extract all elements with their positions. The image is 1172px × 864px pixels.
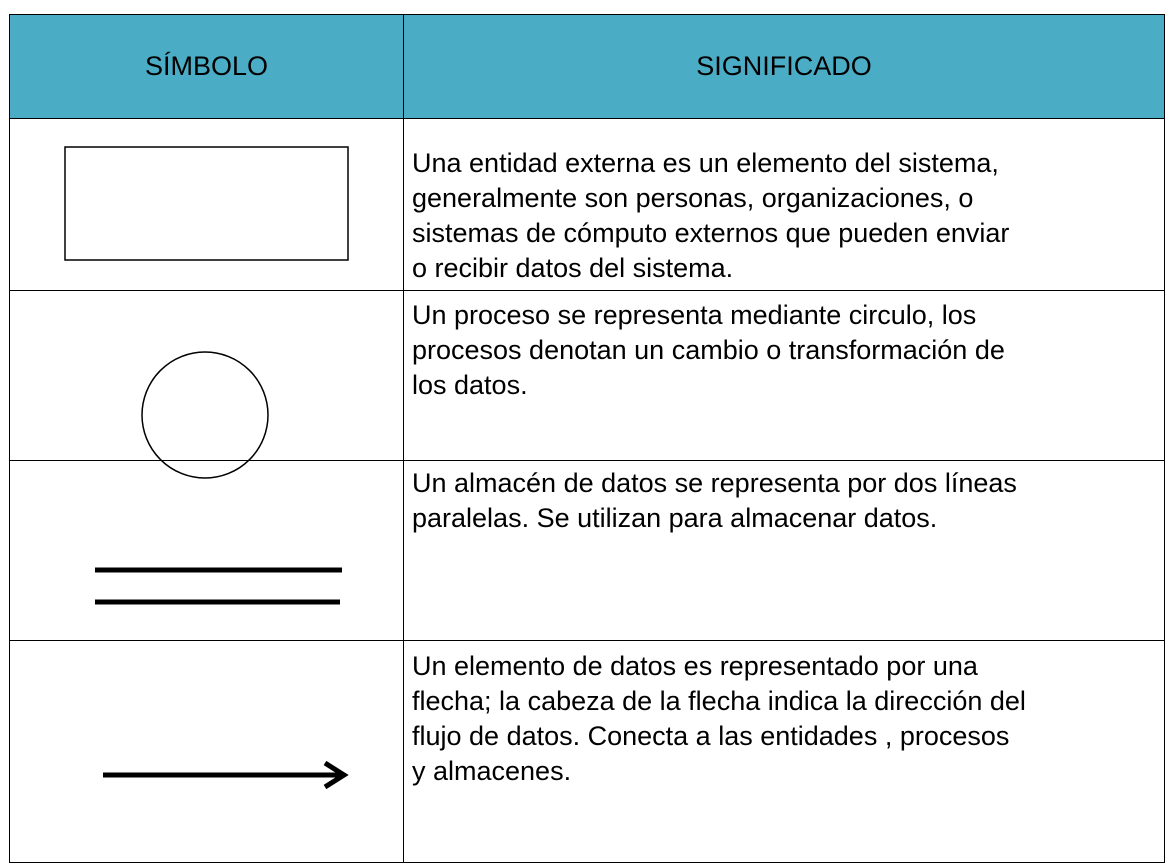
description-line: Una entidad externa es un elemento del s… (412, 148, 999, 178)
description-line: los datos. (412, 370, 528, 400)
text-cell (403, 640, 1165, 863)
description-line: y almacenes. (412, 756, 572, 786)
description-line: generalmente son personas, organizacione… (412, 183, 974, 213)
header-text: SIGNIFICADO (696, 51, 872, 81)
arrow-head (323, 760, 349, 790)
description-line: flujo de datos. Conecta a las entidades … (412, 721, 1010, 751)
entity-symbol (64, 146, 349, 261)
description-line: paralelas. Se utilizan para almacenar da… (412, 503, 938, 533)
description-line: flecha; la cabeza de la flecha indica la… (412, 686, 1026, 716)
description-line: o recibir datos del sistema. (412, 253, 734, 283)
process-symbol (141, 351, 269, 479)
description-line: Un proceso se representa mediante circul… (412, 300, 977, 330)
description-line: sistemas de cómputo externos que pueden … (412, 218, 1010, 248)
header-cell: SÍMBOLO (9, 14, 404, 119)
header-text: SÍMBOLO (144, 51, 269, 81)
description-line: Un elemento de datos es representado por… (412, 651, 978, 681)
description-line: Un almacén de datos se representa por do… (412, 468, 1017, 498)
description-line: procesos denotan un cambio o transformac… (412, 335, 1005, 365)
